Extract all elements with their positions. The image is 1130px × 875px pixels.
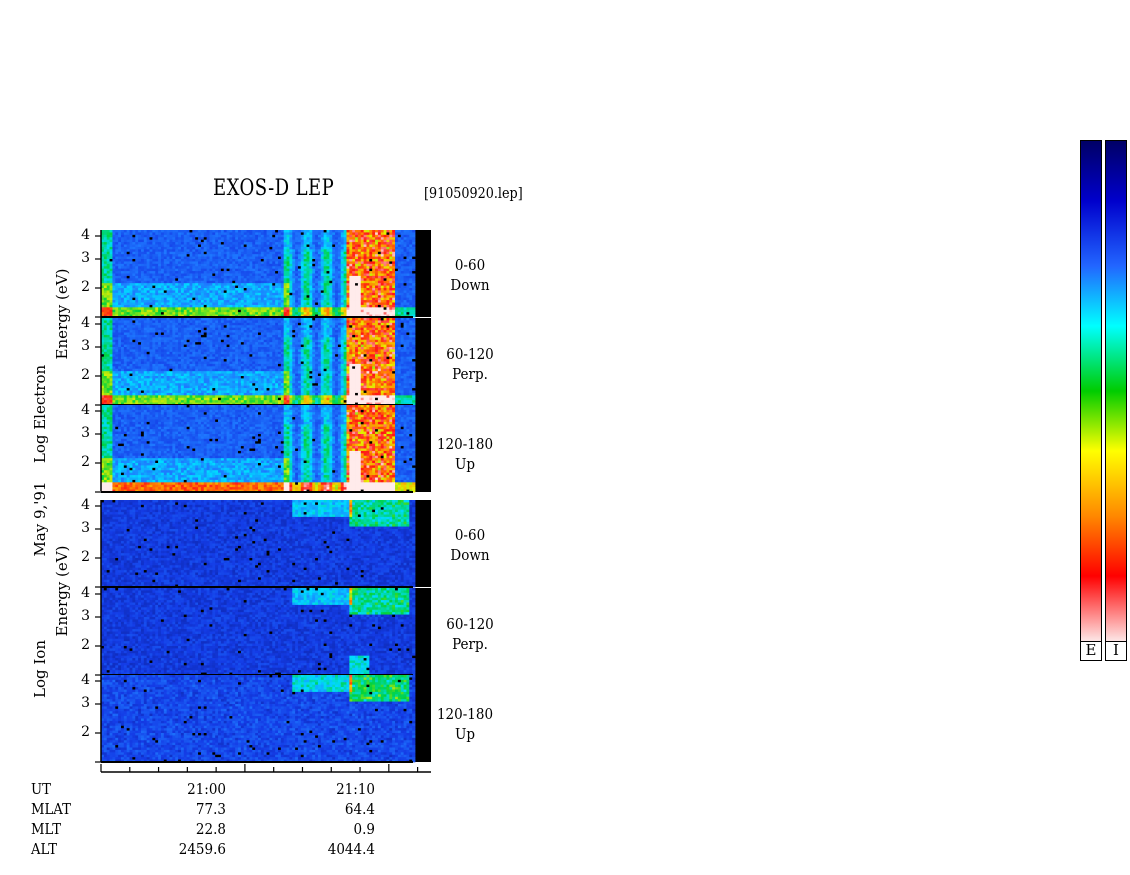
alt-value-1: 2459.6: [163, 840, 226, 858]
spectrogram-panel: [101, 405, 416, 493]
y-tick-label: 2: [74, 549, 90, 565]
y-tick-label: 3: [74, 520, 90, 536]
y-tick-label: 3: [74, 250, 90, 266]
panel-label-i-down: 0-60 Down: [434, 525, 506, 565]
colorbar-label-e: E: [1080, 641, 1102, 661]
y-tick-label: 4: [74, 402, 90, 418]
panel-label-e-perp: 60-120 Perp.: [434, 344, 506, 384]
spectrogram-panel: [101, 675, 416, 763]
mlt-value-2: 0.9: [312, 820, 375, 838]
y-tick-label: 3: [74, 338, 90, 354]
y-tick-label: 3: [74, 608, 90, 624]
spectrogram-panel: [101, 318, 416, 406]
colorbar-ion: [1105, 140, 1127, 642]
y-tick-label: 2: [74, 724, 90, 740]
y-tick-label: 3: [74, 695, 90, 711]
footer-mlat: MLAT: [31, 800, 71, 818]
footer-ut: UT: [31, 780, 51, 798]
y-tick-label: 4: [74, 315, 90, 331]
mlat-value-1: 77.3: [163, 800, 226, 818]
spectrogram-area: [95, 230, 431, 773]
ut-value-1: 21:00: [163, 780, 226, 798]
y-tick-label: 4: [74, 585, 90, 601]
footer-alt: ALT: [31, 840, 57, 858]
y-tick-label: 4: [74, 672, 90, 688]
mlt-value-1: 22.8: [163, 820, 226, 838]
spectrogram-panel: [101, 230, 416, 318]
footer-mlt: MLT: [31, 820, 61, 838]
y-tick-label: 2: [74, 454, 90, 470]
electron-ylabel-energy: Energy (eV): [53, 254, 71, 374]
colorbar-label-i: I: [1105, 641, 1127, 661]
y-tick-label: 3: [74, 425, 90, 441]
ion-ylabel-energy: Energy (eV): [53, 531, 71, 651]
panel-label-i-perp: 60-120 Perp.: [434, 614, 506, 654]
colorbar-electron: [1080, 140, 1102, 642]
panel-label-e-down: 0-60 Down: [434, 255, 506, 295]
chart-title: EXOS-D LEP: [213, 176, 334, 201]
electron-ylabel-species: Log Electron: [31, 334, 49, 494]
spectrogram-panel: [101, 588, 416, 676]
y-tick-label: 4: [74, 497, 90, 513]
file-label: [91050920.lep]: [424, 184, 523, 202]
alt-value-2: 4044.4: [312, 840, 375, 858]
spectrogram-panel: [101, 500, 416, 588]
y-tick-label: 4: [74, 227, 90, 243]
panel-label-e-up: 120-180 Up: [429, 434, 501, 474]
ut-value-2: 21:10: [312, 780, 375, 798]
ion-ylabel-species: Log Ion: [31, 609, 49, 729]
mlat-value-2: 64.4: [312, 800, 375, 818]
y-tick-label: 2: [74, 279, 90, 295]
panel-label-i-up: 120-180 Up: [429, 704, 501, 744]
y-tick-label: 2: [74, 637, 90, 653]
y-tick-label: 2: [74, 367, 90, 383]
